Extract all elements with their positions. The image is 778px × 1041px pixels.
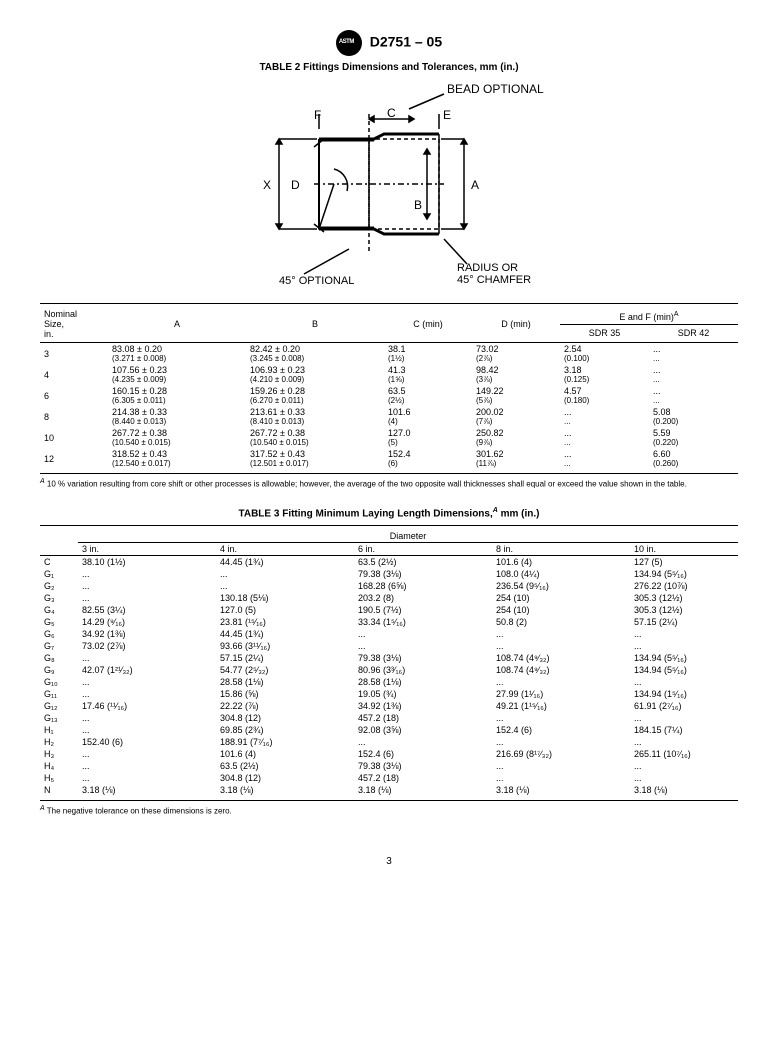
page: D2751 – 05 TABLE 2 Fittings Dimensions a… — [0, 0, 778, 907]
designation: D2751 – 05 — [370, 34, 442, 50]
svg-text:E: E — [443, 108, 451, 122]
table2-title: TABLE 2 Fittings Dimensions and Toleranc… — [40, 62, 738, 73]
svg-text:BEAD OPTIONAL: BEAD OPTIONAL — [447, 82, 544, 96]
svg-text:C: C — [387, 106, 396, 120]
page-number: 3 — [40, 856, 738, 867]
table3: Diameter 3 in.4 in.6 in.8 in.10 in. C38.… — [40, 530, 738, 796]
svg-text:45° OPTIONAL: 45° OPTIONAL — [279, 275, 354, 287]
svg-text:45° CHAMFER: 45° CHAMFER — [457, 274, 531, 286]
table3-title: TABLE 3 Fitting Minimum Laying Length Di… — [40, 507, 738, 519]
astm-logo-icon — [336, 30, 362, 56]
table2: NominalSize,in. A B C (min) D (min) E an… — [40, 308, 738, 469]
svg-text:RADIUS OR: RADIUS OR — [457, 262, 518, 274]
svg-text:D: D — [291, 178, 300, 192]
svg-text:F: F — [314, 108, 321, 122]
table3-footnote: A The negative tolerance on these dimens… — [40, 805, 738, 816]
svg-text:B: B — [414, 198, 422, 212]
document-header: D2751 – 05 — [40, 30, 738, 56]
fitting-diagram: BEAD OPTIONAL C F E X D A B 45° OPTIONAL… — [40, 79, 738, 291]
table2-footnote: A 10 % variation resulting from core shi… — [40, 478, 738, 489]
svg-text:X: X — [263, 178, 271, 192]
svg-text:A: A — [471, 178, 479, 192]
